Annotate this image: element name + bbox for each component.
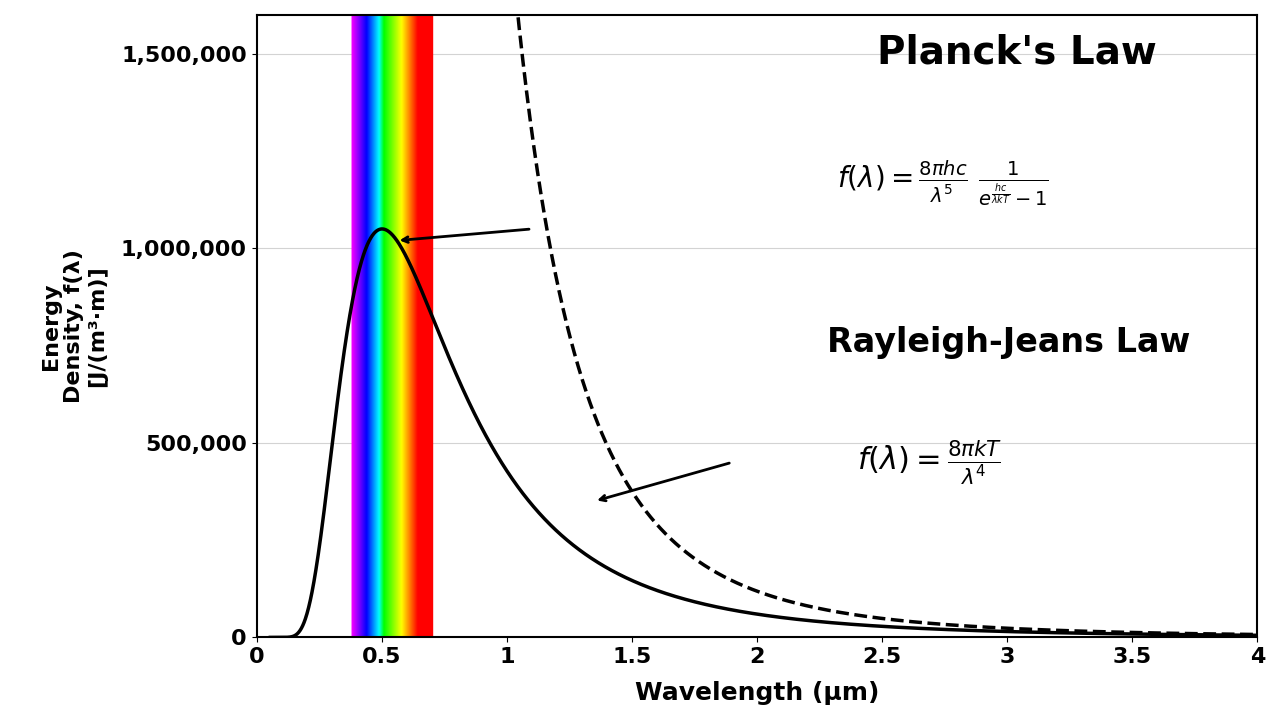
- Text: $f(\lambda) = \frac{8\pi hc}{\lambda^5}\ \frac{1}{e^{\frac{hc}{\lambda kT}}-1}$: $f(\lambda) = \frac{8\pi hc}{\lambda^5}\…: [837, 158, 1048, 208]
- Y-axis label: Energy
Density, f(λ)
[J/(m³·m)]: Energy Density, f(λ) [J/(m³·m)]: [41, 249, 108, 403]
- Text: Rayleigh-Jeans Law: Rayleigh-Jeans Law: [827, 326, 1190, 359]
- Text: $f(\lambda) = \frac{8\pi kT}{\lambda^4}$: $f(\lambda) = \frac{8\pi kT}{\lambda^4}$: [858, 438, 1002, 487]
- X-axis label: Wavelength (μm): Wavelength (μm): [635, 681, 879, 705]
- Text: Planck's Law: Planck's Law: [877, 34, 1157, 72]
